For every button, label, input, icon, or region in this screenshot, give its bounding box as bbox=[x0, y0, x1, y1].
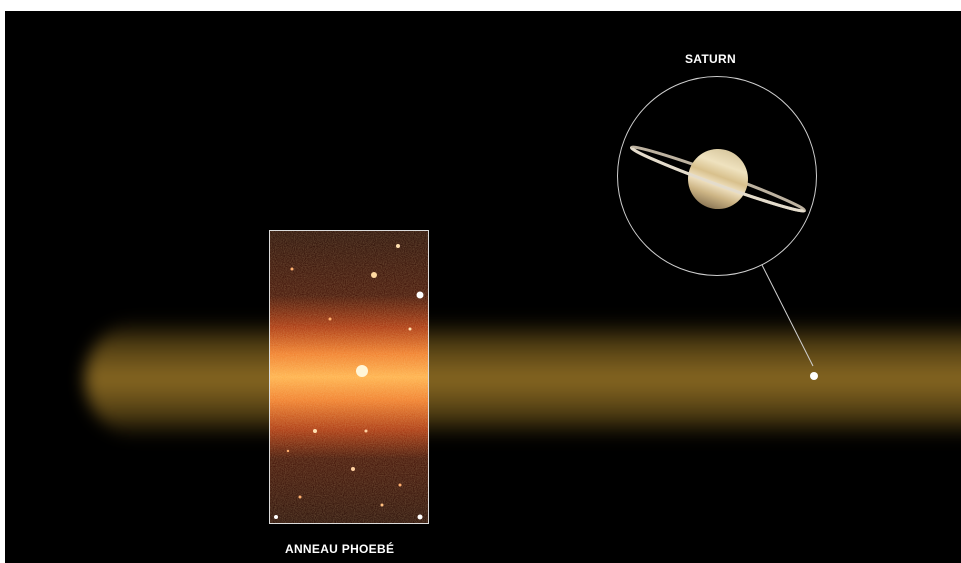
infrared-image-svg bbox=[270, 231, 428, 523]
saturn-position-marker bbox=[810, 372, 818, 380]
pointer-line bbox=[761, 264, 814, 367]
bright-source bbox=[356, 365, 368, 377]
infrared-grain bbox=[270, 231, 428, 523]
star bbox=[286, 449, 290, 453]
star bbox=[380, 503, 384, 507]
star bbox=[417, 514, 423, 520]
phoebe-ring-label: ANNEAU PHOEBÉ bbox=[285, 542, 395, 556]
star bbox=[371, 272, 377, 278]
star bbox=[398, 483, 402, 487]
saturn-illustration bbox=[630, 145, 814, 367]
saturn-planet bbox=[630, 145, 806, 213]
star bbox=[396, 244, 400, 248]
saturn-zoom-circle bbox=[617, 76, 817, 276]
star bbox=[274, 515, 278, 519]
star bbox=[408, 327, 412, 331]
star bbox=[298, 495, 302, 499]
star bbox=[290, 267, 294, 271]
saturn-label: SATURN bbox=[685, 52, 736, 66]
star bbox=[351, 467, 355, 471]
star bbox=[328, 317, 332, 321]
saturn-globe bbox=[688, 149, 748, 209]
star bbox=[364, 429, 368, 433]
space-background: SATURN ANNEAU PHOEBÉ bbox=[5, 11, 961, 563]
star bbox=[416, 291, 424, 299]
star bbox=[313, 429, 317, 433]
phoebe-infrared-image bbox=[269, 230, 429, 524]
saturn-rings-front bbox=[630, 147, 806, 213]
